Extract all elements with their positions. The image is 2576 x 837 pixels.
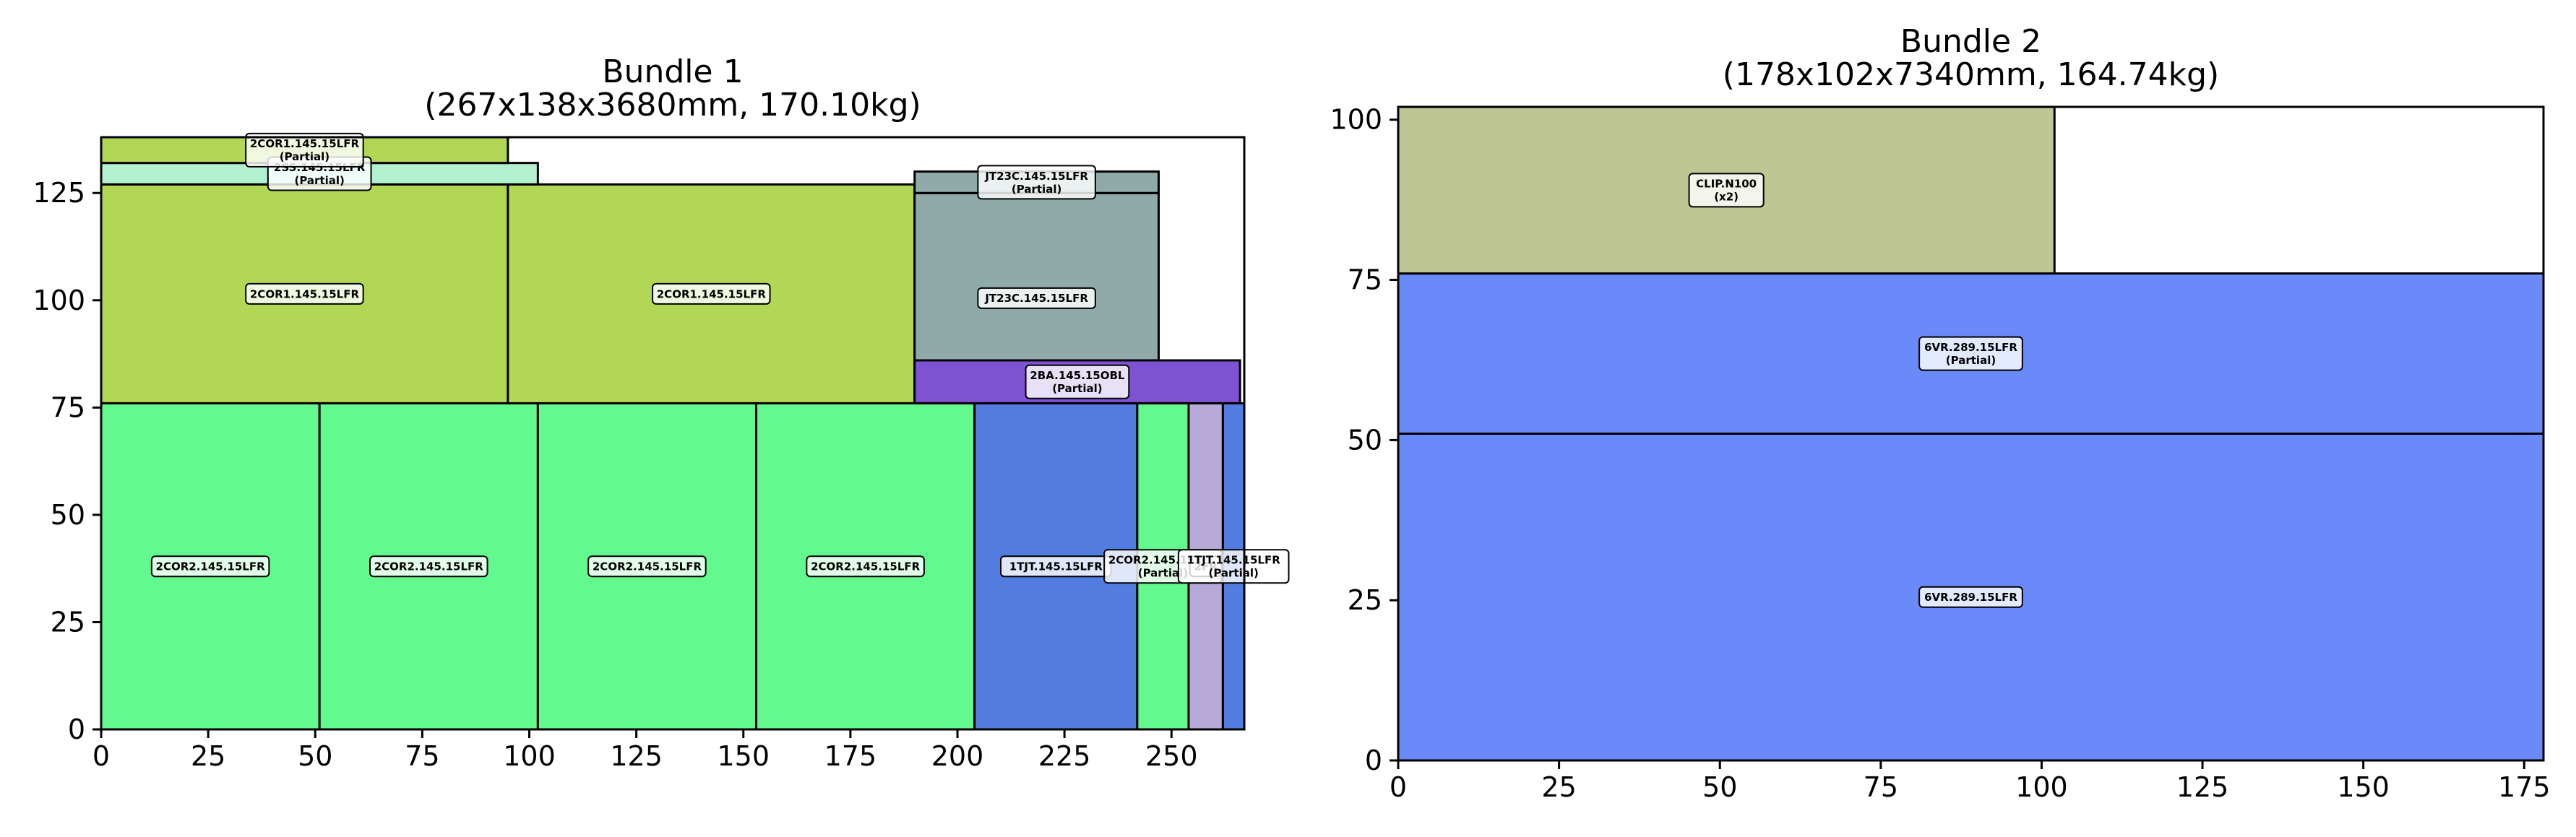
item-label-sub: (Partial) — [280, 150, 329, 163]
item-label-box — [652, 282, 771, 305]
item-label-box — [1918, 336, 2023, 371]
x-tick-label: 150 — [717, 740, 770, 772]
y-tick-label: 25 — [1348, 584, 1382, 616]
item-label: JT23C.145.15LFR — [977, 287, 1096, 309]
item-label-text: 1TJT.145.15LFR — [1009, 560, 1103, 573]
x-tick-label: 125 — [2176, 771, 2229, 803]
item-label: 2COR2.145.15LFR — [369, 555, 488, 578]
x-tick-label: 175 — [824, 740, 877, 772]
chart-title-line: Bundle 1 — [602, 53, 743, 90]
item-label-text: 2COR2.145.15LFR — [374, 560, 484, 573]
item-label: 1TJT.145.15LFR(Partial) — [1177, 549, 1290, 584]
item-label-text: CLIP.N100 — [1696, 178, 1757, 191]
item-label-text: 6VR.289.15LFR — [1924, 341, 2017, 354]
x-tick-label: 250 — [1145, 740, 1198, 772]
item-label: 2COR1.145.15LFR — [652, 282, 771, 305]
item-label-sub: (x2) — [1714, 191, 1739, 204]
x-tick-label: 75 — [405, 740, 439, 772]
bundle-panel-1: Bundle 1(267x138x3680mm, 170.10kg) 2COR2.… — [33, 53, 1290, 772]
y-tick-label: 100 — [33, 285, 85, 316]
item-label-text: 2COR2.145.15LFR — [156, 560, 266, 573]
x-tick-label: 25 — [191, 740, 225, 772]
item-label: 6VR.289.15LFR — [1918, 586, 2023, 608]
x-tick-label: 100 — [503, 740, 556, 772]
y-tick-label: 50 — [1348, 424, 1382, 456]
item-label-sub: (Partial) — [1052, 382, 1102, 395]
item-label: CLIP.N100(x2) — [1688, 173, 1765, 208]
x-tick-label: 100 — [2015, 771, 2068, 803]
item-label-box — [1918, 586, 2023, 608]
item-label-box — [977, 165, 1096, 200]
item-label-text: JT23C.145.15LFR — [984, 170, 1088, 183]
item-label: 2BA.145.15OBL(Partial) — [1025, 364, 1130, 399]
item-label-text: JT23C.145.15LFR — [984, 292, 1088, 305]
x-tick-label: 125 — [610, 740, 663, 772]
item-label: 2COR2.145.15LFR — [587, 555, 707, 578]
x-tick-label: 75 — [1864, 771, 1898, 803]
x-tick-label: 175 — [2498, 771, 2551, 803]
item-label-text: 2COR1.145.15LFR — [657, 287, 767, 300]
item-label-text: 2COR2.145.15LFR — [811, 560, 921, 573]
item-label-text: 2COR1.145.15LFR — [250, 137, 360, 150]
item-label-box — [977, 287, 1096, 309]
item-label-text: 6VR.289.15LFR — [1924, 591, 2017, 604]
axes-frame — [100, 136, 1246, 731]
y-tick-label: 50 — [51, 499, 85, 531]
item-label-box — [587, 555, 707, 578]
item-label-sub: (Partial) — [1946, 354, 1996, 367]
y-tick-label: 75 — [51, 391, 85, 423]
item-label-box — [806, 555, 925, 578]
item-label-text: 2COR1.145.15LFR — [250, 287, 360, 300]
x-tick-label: 0 — [92, 740, 110, 772]
chart-title-line: (267x138x3680mm, 170.10kg) — [424, 87, 921, 123]
chart-title-line: (178x102x7340mm, 164.74kg) — [1723, 56, 2219, 93]
y-tick-label: 0 — [68, 714, 85, 745]
x-tick-label: 225 — [1038, 740, 1091, 772]
item-label: 1TJT.145.15LFR — [999, 555, 1112, 578]
item-label: 6VR.289.15LFR(Partial) — [1918, 336, 2023, 371]
item-label-box — [1177, 549, 1290, 584]
x-tick-label: 200 — [931, 740, 984, 772]
item-label-sub: (Partial) — [1208, 567, 1258, 580]
axes-frame — [1397, 105, 2545, 762]
x-tick-label: 0 — [1390, 771, 1407, 803]
item-label-box — [245, 282, 364, 305]
item-label: JT23C.145.15LFR(Partial) — [977, 165, 1096, 200]
y-tick-label: 75 — [1348, 264, 1382, 296]
item-label: 2COR1.145.15LFR — [245, 282, 364, 305]
x-tick-label: 50 — [1702, 771, 1737, 803]
y-tick-label: 125 — [33, 177, 85, 209]
item-label-text: 2BA.145.15OBL — [1030, 369, 1125, 382]
item-label-box — [1688, 173, 1765, 208]
bundle-panel-2: Bundle 2(178x102x7340mm, 164.74kg) 6VR.28… — [1330, 23, 2550, 803]
item-label-sub: (Partial) — [1138, 567, 1188, 580]
item-label-box — [150, 555, 270, 578]
item-label: 2COR1.145.15LFR(Partial) — [245, 132, 364, 168]
x-tick-label: 25 — [1541, 771, 1576, 803]
x-tick-label: 150 — [2337, 771, 2390, 803]
item-label-sub: (Partial) — [294, 174, 344, 187]
item-label-box — [245, 132, 364, 168]
chart-title-line: Bundle 2 — [1900, 23, 2041, 60]
item-label-sub: (Partial) — [1012, 183, 1061, 196]
item-label-text: 2COR2.145.15LFR — [593, 560, 702, 573]
x-tick-label: 50 — [298, 740, 332, 772]
y-tick-label: 25 — [51, 606, 85, 638]
item-label: 2COR2.145.15LFR — [150, 555, 270, 578]
item-label: 2COR2.145.15LFR — [806, 555, 925, 578]
y-tick-label: 100 — [1330, 104, 1382, 136]
item-label-box — [1025, 364, 1130, 399]
item-label-text: 1TJT.145.15LFR — [1187, 554, 1281, 567]
item-label-box — [369, 555, 488, 578]
y-tick-label: 0 — [1365, 745, 1382, 776]
